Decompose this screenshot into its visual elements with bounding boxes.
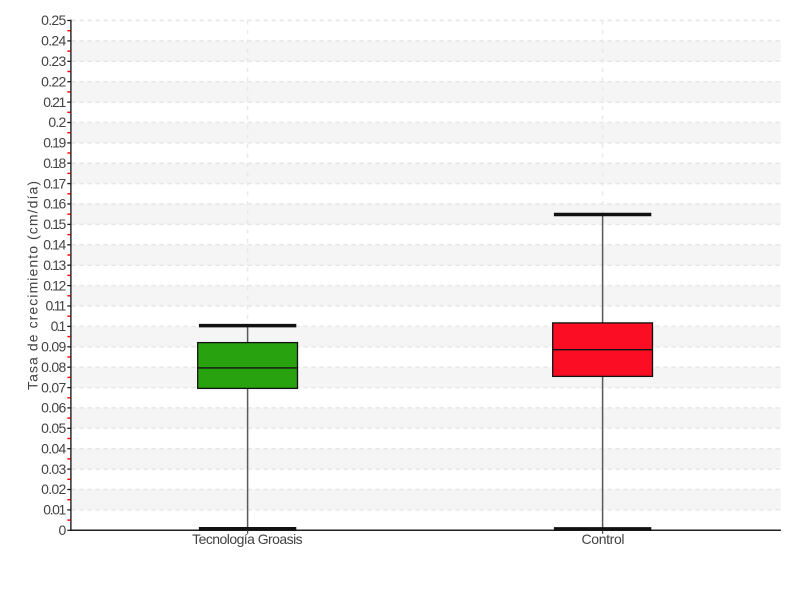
- svg-text:0.03: 0.03: [41, 461, 66, 477]
- svg-text:0.25: 0.25: [41, 12, 66, 28]
- svg-text:0.12: 0.12: [43, 277, 66, 293]
- svg-text:0.08: 0.08: [41, 359, 66, 375]
- svg-text:0.09: 0.09: [41, 339, 66, 355]
- svg-text:Tasa de crecimiento (cm/día): Tasa de crecimiento (cm/día): [25, 181, 41, 390]
- svg-text:0.16: 0.16: [43, 196, 66, 212]
- svg-text:0.21: 0.21: [43, 94, 66, 110]
- svg-text:0.19: 0.19: [43, 135, 66, 151]
- svg-text:0.01: 0.01: [43, 502, 66, 518]
- svg-text:0.11: 0.11: [46, 298, 67, 314]
- svg-text:0.07: 0.07: [41, 379, 66, 395]
- svg-text:0.05: 0.05: [41, 420, 66, 436]
- svg-text:0.22: 0.22: [41, 73, 66, 89]
- svg-text:0.04: 0.04: [41, 440, 66, 456]
- svg-text:0.13: 0.13: [43, 257, 66, 273]
- svg-text:0.15: 0.15: [43, 216, 66, 232]
- svg-text:Control: Control: [582, 531, 625, 547]
- svg-text:0: 0: [59, 522, 67, 538]
- svg-text:0.06: 0.06: [41, 400, 66, 416]
- svg-text:Tecnología Groasis: Tecnología Groasis: [192, 531, 303, 547]
- svg-text:0.02: 0.02: [41, 481, 66, 497]
- svg-text:0.2: 0.2: [48, 114, 66, 130]
- svg-text:0.23: 0.23: [41, 53, 66, 69]
- svg-text:0.1: 0.1: [51, 318, 67, 334]
- svg-text:0.17: 0.17: [43, 175, 66, 191]
- svg-text:0.14: 0.14: [43, 237, 66, 253]
- svg-text:0.18: 0.18: [43, 155, 66, 171]
- svg-text:0.24: 0.24: [41, 33, 66, 49]
